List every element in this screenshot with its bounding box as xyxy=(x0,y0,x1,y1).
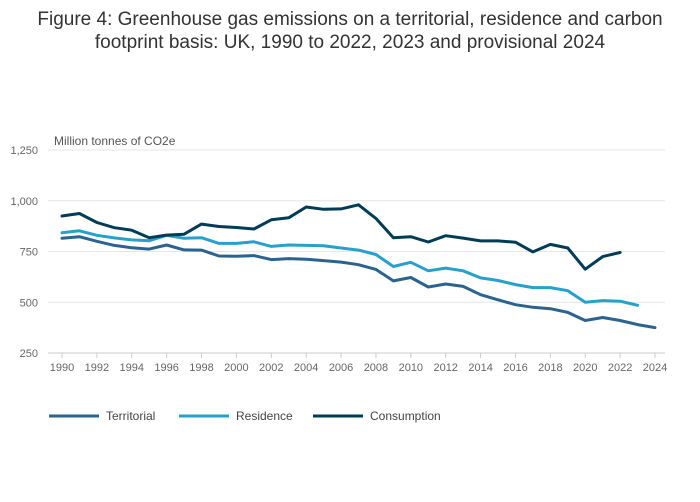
y-tick-label: 1,250 xyxy=(10,145,38,157)
x-axis: 1990 1992 1994 1996 1998 2000 2002 2004 2006 2008… xyxy=(50,353,667,374)
chart-title-line-2: footprint basis: UK, 1990 to 2022, 2023 … xyxy=(94,32,606,53)
y-tick-label: 1,000 xyxy=(10,196,38,208)
x-tick-label: 2004 xyxy=(294,362,318,374)
legend-item-residence[interactable]: Residence xyxy=(179,409,293,423)
series-line-consumption[interactable] xyxy=(60,203,622,271)
y-tick-label: 250 xyxy=(20,348,38,360)
series-line-residence[interactable] xyxy=(60,229,640,307)
x-tick-label: 2020 xyxy=(573,362,597,374)
x-tick-label: 2012 xyxy=(433,362,457,374)
x-tick-label: 2000 xyxy=(224,362,248,374)
x-tick-label: 2022 xyxy=(608,362,632,374)
x-tick-label: 2006 xyxy=(329,362,353,374)
legend: Territorial Residence Consumption xyxy=(49,409,441,423)
chart-title: Figure 4: Greenhouse gas emissions on a … xyxy=(0,8,700,54)
x-tick-label: 1990 xyxy=(50,362,74,374)
gridlines xyxy=(48,149,665,354)
x-tick-label: 2014 xyxy=(468,362,492,374)
legend-label: Consumption xyxy=(370,409,441,423)
series-lines xyxy=(60,203,657,330)
x-tick-label: 2002 xyxy=(259,362,283,374)
x-tick-label: 1998 xyxy=(189,362,213,374)
y-axis: 250 500 750 1,000 1,250 Million tonnes of CO2… xyxy=(10,134,175,360)
legend-item-territorial[interactable]: Territorial xyxy=(49,409,155,423)
legend-label: Territorial xyxy=(106,409,155,423)
x-tick-label: 2010 xyxy=(399,362,423,374)
y-axis-label: Million tonnes of CO2e xyxy=(54,134,176,148)
x-tick-label: 2016 xyxy=(503,362,527,374)
legend-label: Residence xyxy=(236,409,293,423)
x-tick-label: 2008 xyxy=(364,362,388,374)
x-tick-label: 1992 xyxy=(85,362,109,374)
chart-title-line-1: Figure 4: Greenhouse gas emissions on a … xyxy=(37,9,663,30)
legend-item-consumption[interactable]: Consumption xyxy=(313,409,441,423)
x-tick-label: 2024 xyxy=(643,362,667,374)
y-tick-label: 500 xyxy=(20,297,38,309)
x-tick-label: 1996 xyxy=(154,362,178,374)
series-line-territorial[interactable] xyxy=(60,235,657,330)
x-tick-label: 2018 xyxy=(538,362,562,374)
y-tick-label: 750 xyxy=(20,247,38,259)
x-tick-label: 1994 xyxy=(120,362,144,374)
